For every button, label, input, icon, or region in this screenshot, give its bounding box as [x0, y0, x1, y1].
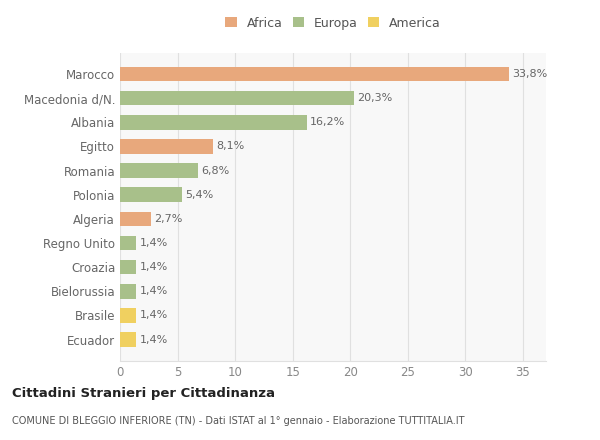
Text: 16,2%: 16,2% — [310, 117, 345, 127]
Text: 6,8%: 6,8% — [202, 165, 230, 176]
Text: 5,4%: 5,4% — [185, 190, 214, 200]
Bar — [120, 163, 198, 178]
Bar — [120, 236, 136, 250]
Bar — [120, 67, 509, 81]
Bar — [120, 212, 151, 226]
Text: Cittadini Stranieri per Cittadinanza: Cittadini Stranieri per Cittadinanza — [12, 387, 275, 400]
Legend: Africa, Europa, America: Africa, Europa, America — [221, 13, 445, 33]
Text: 1,4%: 1,4% — [140, 286, 168, 296]
Text: 1,4%: 1,4% — [140, 262, 168, 272]
Text: 2,7%: 2,7% — [155, 214, 183, 224]
Bar — [120, 91, 354, 106]
Text: COMUNE DI BLEGGIO INFERIORE (TN) - Dati ISTAT al 1° gennaio - Elaborazione TUTTI: COMUNE DI BLEGGIO INFERIORE (TN) - Dati … — [12, 416, 464, 426]
Bar — [120, 284, 136, 298]
Text: 33,8%: 33,8% — [512, 69, 548, 79]
Text: 1,4%: 1,4% — [140, 334, 168, 345]
Bar — [120, 187, 182, 202]
Bar — [120, 115, 307, 129]
Bar — [120, 260, 136, 275]
Text: 8,1%: 8,1% — [217, 141, 245, 151]
Text: 20,3%: 20,3% — [357, 93, 392, 103]
Bar — [120, 139, 213, 154]
Text: 1,4%: 1,4% — [140, 311, 168, 320]
Bar — [120, 308, 136, 323]
Bar — [120, 332, 136, 347]
Text: 1,4%: 1,4% — [140, 238, 168, 248]
